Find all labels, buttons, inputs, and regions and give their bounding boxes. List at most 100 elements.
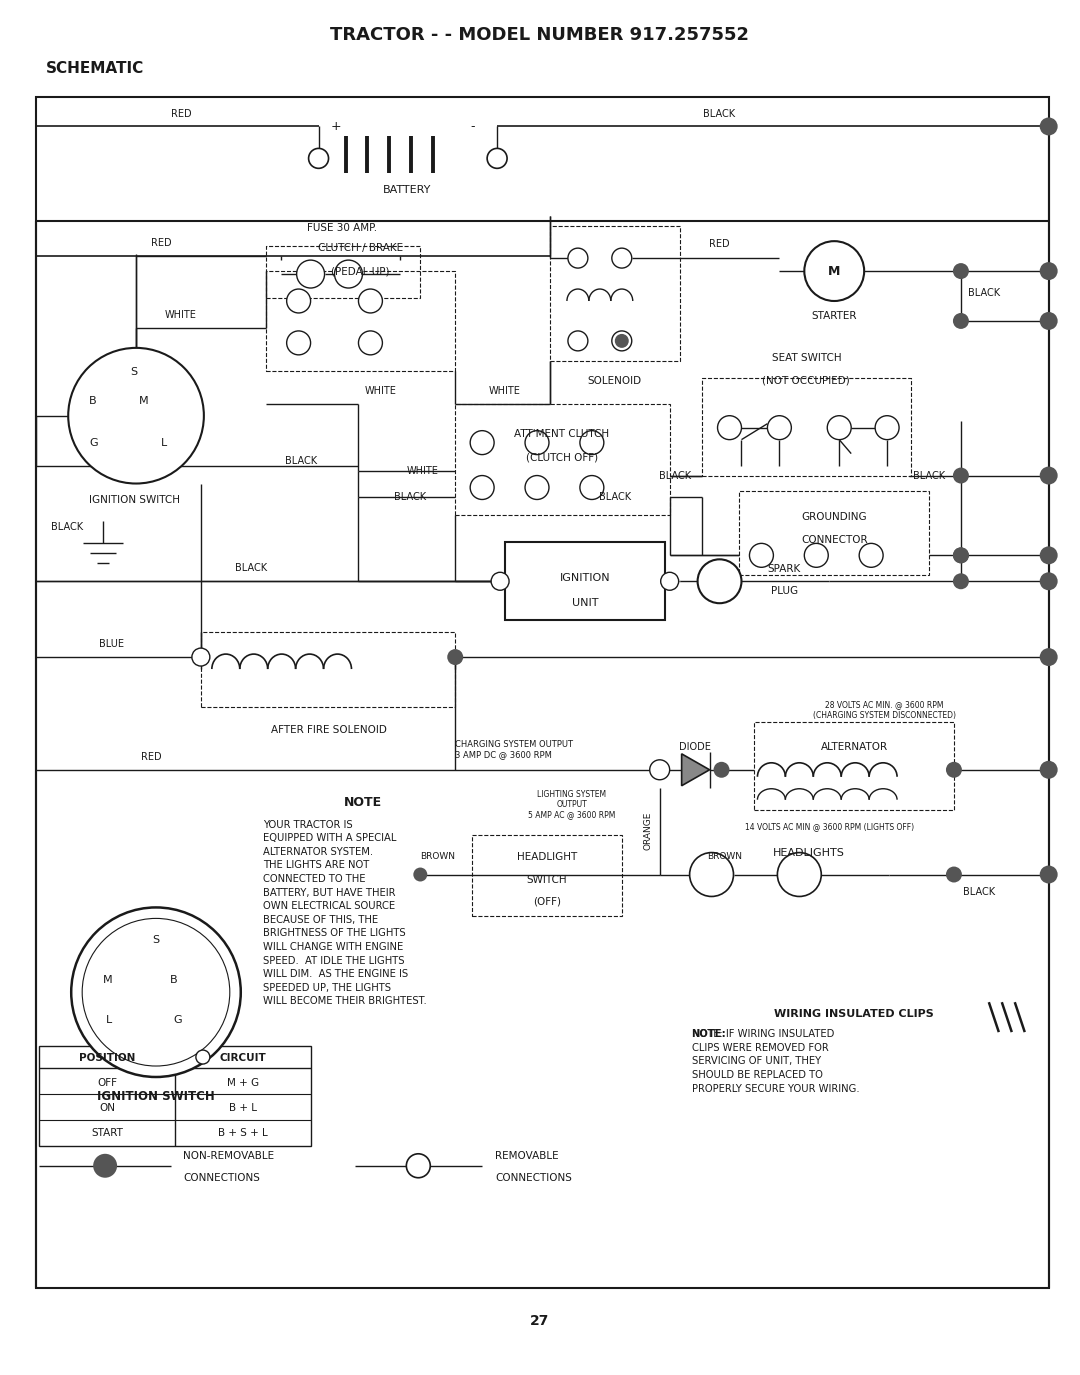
Circle shape bbox=[805, 543, 828, 568]
Text: RED: RED bbox=[710, 239, 730, 249]
Circle shape bbox=[953, 573, 969, 590]
Text: BLACK: BLACK bbox=[703, 110, 735, 120]
Bar bbox=[37, 96, 1049, 1288]
Bar bbox=[702, 378, 912, 476]
Text: G: G bbox=[90, 437, 98, 448]
Text: CONNECTIONS: CONNECTIONS bbox=[183, 1173, 260, 1182]
Circle shape bbox=[297, 260, 325, 287]
Circle shape bbox=[414, 868, 428, 881]
Circle shape bbox=[470, 476, 495, 499]
Text: B: B bbox=[90, 396, 97, 406]
Text: BROWN: BROWN bbox=[707, 852, 742, 861]
Circle shape bbox=[1040, 865, 1057, 884]
Circle shape bbox=[650, 760, 670, 780]
Bar bbox=[156, 1020, 194, 1034]
Text: AFTER FIRE SOLENOID: AFTER FIRE SOLENOID bbox=[271, 725, 387, 734]
Text: WHITE: WHITE bbox=[165, 309, 197, 320]
Text: CONNECTIONS: CONNECTIONS bbox=[495, 1173, 572, 1182]
Circle shape bbox=[714, 762, 729, 778]
Text: GROUNDING: GROUNDING bbox=[801, 513, 867, 522]
Text: TRACTOR - - MODEL NUMBER 917.257552: TRACTOR - - MODEL NUMBER 917.257552 bbox=[330, 26, 750, 44]
Circle shape bbox=[953, 468, 969, 484]
Circle shape bbox=[68, 348, 204, 484]
Circle shape bbox=[611, 248, 632, 268]
Bar bbox=[201, 632, 455, 707]
Bar bbox=[39, 1046, 311, 1145]
Text: RED: RED bbox=[151, 238, 172, 247]
Text: REMOVABLE: REMOVABLE bbox=[495, 1151, 558, 1160]
Text: CLUTCH / BRAKE: CLUTCH / BRAKE bbox=[318, 243, 403, 253]
Text: -: - bbox=[470, 120, 474, 133]
Text: CHARGING SYSTEM OUTPUT
3 AMP DC @ 3600 RPM: CHARGING SYSTEM OUTPUT 3 AMP DC @ 3600 R… bbox=[455, 740, 573, 759]
Circle shape bbox=[698, 560, 742, 604]
Text: OFF: OFF bbox=[97, 1078, 117, 1088]
Text: WHITE: WHITE bbox=[364, 386, 396, 396]
Circle shape bbox=[615, 334, 629, 348]
Bar bbox=[505, 542, 664, 620]
Circle shape bbox=[71, 908, 241, 1077]
Text: SCHEMATIC: SCHEMATIC bbox=[46, 60, 145, 76]
Circle shape bbox=[286, 331, 311, 355]
Bar bbox=[266, 246, 420, 298]
Circle shape bbox=[470, 430, 495, 455]
Text: BATTERY: BATTERY bbox=[383, 186, 432, 195]
Bar bbox=[472, 835, 622, 916]
Circle shape bbox=[195, 1050, 210, 1064]
Circle shape bbox=[359, 289, 382, 314]
Circle shape bbox=[359, 331, 382, 355]
Text: RED: RED bbox=[171, 110, 191, 120]
Circle shape bbox=[487, 148, 508, 168]
Bar bbox=[740, 491, 929, 575]
Text: 27: 27 bbox=[530, 1314, 550, 1328]
Circle shape bbox=[860, 543, 883, 568]
Circle shape bbox=[1040, 117, 1057, 135]
Text: START: START bbox=[91, 1128, 123, 1138]
Text: BLACK: BLACK bbox=[968, 287, 1000, 298]
Circle shape bbox=[1040, 760, 1057, 778]
Text: BLACK: BLACK bbox=[913, 470, 945, 480]
Circle shape bbox=[1040, 546, 1057, 564]
Circle shape bbox=[406, 1154, 430, 1178]
Text: NOTE:: NOTE: bbox=[691, 1028, 727, 1040]
Bar bbox=[755, 722, 954, 810]
Circle shape bbox=[335, 260, 363, 287]
Text: FUSE 30 AMP.: FUSE 30 AMP. bbox=[308, 223, 378, 234]
Circle shape bbox=[953, 547, 969, 564]
Circle shape bbox=[611, 331, 632, 351]
Circle shape bbox=[192, 648, 210, 666]
Text: ALTERNATOR: ALTERNATOR bbox=[821, 742, 888, 752]
Text: HEADLIGHT: HEADLIGHT bbox=[517, 851, 577, 862]
Circle shape bbox=[580, 430, 604, 455]
Text: NOTE: IF WIRING INSULATED
CLIPS WERE REMOVED FOR
SERVICING OF UNIT, THEY
SHOULD : NOTE: IF WIRING INSULATED CLIPS WERE REM… bbox=[691, 1028, 860, 1093]
Text: BLUE: BLUE bbox=[98, 639, 123, 649]
Bar bbox=[89, 1020, 126, 1034]
Circle shape bbox=[1040, 312, 1057, 330]
Circle shape bbox=[1040, 263, 1057, 280]
Text: IGNITION: IGNITION bbox=[559, 573, 610, 583]
Circle shape bbox=[953, 314, 969, 329]
Text: UNIT: UNIT bbox=[571, 598, 598, 608]
Circle shape bbox=[525, 430, 549, 455]
Text: ON: ON bbox=[99, 1103, 116, 1112]
Text: IGNITION SWITCH: IGNITION SWITCH bbox=[97, 1090, 215, 1104]
Circle shape bbox=[568, 331, 588, 351]
Text: BLACK: BLACK bbox=[284, 455, 316, 466]
Text: BLACK: BLACK bbox=[234, 564, 267, 573]
Text: +: + bbox=[330, 120, 341, 133]
Bar bbox=[89, 980, 126, 994]
Text: M: M bbox=[828, 264, 840, 278]
Circle shape bbox=[93, 1154, 117, 1178]
Circle shape bbox=[491, 572, 509, 590]
Circle shape bbox=[1040, 648, 1057, 666]
Text: G: G bbox=[174, 1015, 183, 1026]
Circle shape bbox=[750, 543, 773, 568]
Text: B + L: B + L bbox=[229, 1103, 257, 1112]
Circle shape bbox=[717, 415, 742, 440]
Text: BROWN: BROWN bbox=[420, 852, 456, 861]
Text: (OFF): (OFF) bbox=[534, 896, 561, 906]
Text: BLACK: BLACK bbox=[598, 492, 631, 502]
Bar bbox=[455, 404, 670, 516]
Text: L: L bbox=[161, 437, 167, 448]
Text: WHITE: WHITE bbox=[489, 386, 521, 396]
Text: CIRCUIT: CIRCUIT bbox=[219, 1053, 266, 1063]
